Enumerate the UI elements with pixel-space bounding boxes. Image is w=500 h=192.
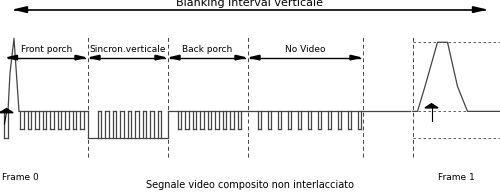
- Text: Blanking interval verticale: Blanking interval verticale: [176, 0, 324, 8]
- Polygon shape: [350, 55, 360, 60]
- Polygon shape: [235, 55, 245, 60]
- Polygon shape: [472, 7, 485, 12]
- Text: No Video: No Video: [285, 45, 325, 54]
- Polygon shape: [0, 108, 13, 113]
- Text: Front porch: Front porch: [20, 45, 72, 54]
- Polygon shape: [75, 55, 85, 60]
- Polygon shape: [90, 55, 100, 60]
- Text: Frame 1: Frame 1: [438, 173, 474, 182]
- Polygon shape: [15, 7, 28, 12]
- Polygon shape: [250, 55, 260, 60]
- Polygon shape: [425, 104, 438, 108]
- Text: Sincron.verticale: Sincron.verticale: [89, 45, 166, 54]
- Text: Frame 0: Frame 0: [2, 173, 39, 182]
- Text: Segnale video composito non interlacciato: Segnale video composito non interlacciat…: [146, 180, 354, 190]
- Text: Back porch: Back porch: [182, 45, 232, 54]
- Polygon shape: [170, 55, 180, 60]
- Polygon shape: [8, 55, 18, 60]
- Polygon shape: [155, 55, 165, 60]
